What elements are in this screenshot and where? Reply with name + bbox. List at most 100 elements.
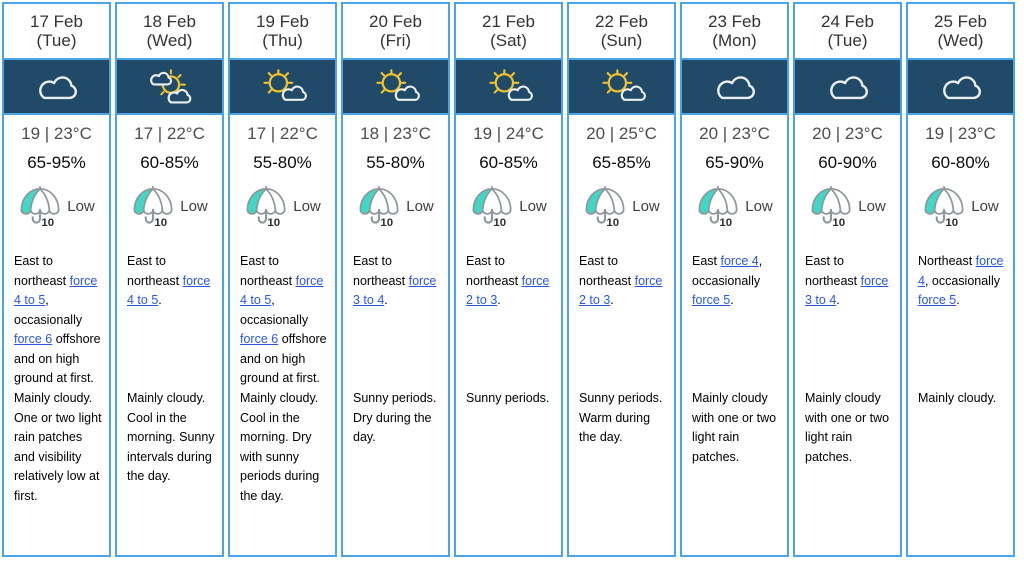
wind-forecast: Northeast force 4, occasionally force 5. xyxy=(918,254,1004,307)
wind-forecast: East to northeast force 3 to 4. xyxy=(353,254,437,308)
rain-probability: 10 Low xyxy=(4,181,109,231)
forecast-text: East to northeast force 3 to 4. Mainly c… xyxy=(795,231,900,473)
wind-force-link[interactable]: force 2 to 3 xyxy=(579,273,663,308)
weather-icon-banner xyxy=(908,58,1013,115)
rain-probability-label: Low xyxy=(632,197,660,215)
date-label: 21 Feb xyxy=(482,12,535,31)
wind-forecast: East to northeast force 4 to 5. xyxy=(127,254,211,308)
forecast-day-card: 18 Feb (Wed) 17 | 22°C 60-85% xyxy=(115,2,224,557)
date-label: 19 Feb xyxy=(256,12,309,31)
date-label: 25 Feb xyxy=(934,12,987,31)
forecast-text: East force 4, occasionally force 5. Main… xyxy=(682,231,787,473)
temperature-range: 20 | 25°C xyxy=(586,124,657,143)
weekday-label: (Fri) xyxy=(379,31,412,50)
umbrella-icon: 10 xyxy=(583,185,627,228)
weekday-label: (Thu) xyxy=(262,31,303,50)
forecast-text: Northeast force 4, occasionally force 5.… xyxy=(908,231,1013,415)
wind-force-link[interactable]: force 5 xyxy=(918,293,957,307)
date-label: 22 Feb xyxy=(595,12,648,31)
forecast-text: East to northeast force 3 to 4. Sunny pe… xyxy=(343,231,448,454)
weather-forecast: Mainly cloudy. Cool in the morning. Dry … xyxy=(240,391,320,503)
date-label: 24 Feb xyxy=(821,12,874,31)
humidity-range: 55-80% xyxy=(366,153,425,172)
date-label: 20 Feb xyxy=(369,12,422,31)
temperature-range: 19 | 24°C xyxy=(473,124,544,143)
forecast-text: East to northeast force 4 to 5, occasion… xyxy=(230,231,335,512)
humidity-range: 60-80% xyxy=(931,153,990,172)
umbrella-icon: 10 xyxy=(357,185,401,228)
weekday-label: (Wed) xyxy=(146,31,193,50)
temperature-range: 19 | 23°C xyxy=(925,124,996,143)
weekday-label: (Tue) xyxy=(36,31,77,50)
forecast-day-card: 23 Feb (Mon) 20 | 23°C 65-90% 10 Low Eas… xyxy=(680,2,789,557)
rain-probability-label: Low xyxy=(519,197,547,215)
humidity-range: 55-80% xyxy=(253,153,312,172)
weekday-label: (Wed) xyxy=(937,31,984,50)
rain-probability-label: Low xyxy=(180,197,208,215)
weather-icon-banner xyxy=(4,58,109,115)
date-header: 22 Feb (Sun) xyxy=(569,4,674,58)
forecast-day-card: 25 Feb (Wed) 19 | 23°C 60-80% 10 Low Nor… xyxy=(906,2,1015,557)
forecast-day-card: 21 Feb (Sat) 19 | 24°C 60-85% 10 xyxy=(454,2,563,557)
rain-probability-label: Low xyxy=(293,197,321,215)
weather-icon-banner xyxy=(456,58,561,115)
rain-probability: 10 Low xyxy=(230,181,335,231)
forecast-day-card: 19 Feb (Thu) 17 | 22°C 55-80% 10 xyxy=(228,2,337,557)
umbrella-icon: 10 xyxy=(809,185,853,228)
weekday-label: (Tue) xyxy=(827,31,868,50)
sunny-periods-icon xyxy=(482,68,536,106)
wind-force-link[interactable]: force 4 to 5 xyxy=(240,273,324,308)
rain-probability-label: Low xyxy=(406,197,434,215)
date-header: 21 Feb (Sat) xyxy=(456,4,561,58)
weather-icon-banner xyxy=(343,58,448,115)
sunny-intervals-icon xyxy=(143,67,197,106)
humidity-range: 60-90% xyxy=(818,153,877,172)
wind-forecast: East to northeast force 4 to 5, occasion… xyxy=(240,254,327,385)
date-header: 25 Feb (Wed) xyxy=(908,4,1013,58)
humidity-range: 60-85% xyxy=(140,153,199,172)
wind-force-link[interactable]: force 4 to 5 xyxy=(127,273,211,308)
wind-force-link[interactable]: force 5 xyxy=(692,293,731,307)
forecast-day-card: 24 Feb (Tue) 20 | 23°C 60-90% 10 Low Eas… xyxy=(793,2,902,557)
wind-forecast: East to northeast force 2 to 3. xyxy=(466,254,550,308)
humidity-range: 65-90% xyxy=(705,153,764,172)
wind-force-link[interactable]: force 6 xyxy=(240,332,279,346)
date-header: 23 Feb (Mon) xyxy=(682,4,787,58)
svg-text:10: 10 xyxy=(268,217,281,228)
wind-force-link[interactable]: force 3 to 4 xyxy=(353,273,437,308)
umbrella-icon: 10 xyxy=(922,185,966,228)
svg-text:10: 10 xyxy=(607,217,620,228)
cloudy-icon xyxy=(938,71,984,102)
forecast-text: East to northeast force 2 to 3. Sunny pe… xyxy=(569,231,674,454)
wind-force-link[interactable]: force 4 xyxy=(720,254,759,268)
svg-text:10: 10 xyxy=(833,217,846,228)
weather-icon-banner xyxy=(569,58,674,115)
date-header: 24 Feb (Tue) xyxy=(795,4,900,58)
date-label: 23 Feb xyxy=(708,12,761,31)
sunny-periods-icon xyxy=(256,68,310,106)
forecast-day-card: 20 Feb (Fri) 18 | 23°C 55-80% 10 xyxy=(341,2,450,557)
weather-forecast: Mainly cloudy. One or two light rain pat… xyxy=(14,391,102,503)
forecast-text: East to northeast force 4 to 5, occasion… xyxy=(4,231,109,512)
forecast-day-card: 22 Feb (Sun) 20 | 25°C 65-85% 10 xyxy=(567,2,676,557)
rain-probability-label: Low xyxy=(971,197,999,215)
date-label: 18 Feb xyxy=(143,12,196,31)
sunny-periods-icon xyxy=(369,68,423,106)
rain-probability: 10 Low xyxy=(682,181,787,231)
umbrella-icon: 10 xyxy=(18,185,62,228)
rain-probability: 10 Low xyxy=(456,181,561,231)
rain-probability: 10 Low xyxy=(569,181,674,231)
wind-force-link[interactable]: force 4 xyxy=(918,254,1004,288)
weather-icon-banner xyxy=(795,58,900,115)
svg-text:10: 10 xyxy=(42,217,55,228)
wind-force-link[interactable]: force 6 xyxy=(14,332,53,346)
wind-force-link[interactable]: force 3 to 4 xyxy=(805,273,889,308)
wind-force-link[interactable]: force 2 to 3 xyxy=(466,273,550,308)
wind-forecast: East to northeast force 3 to 4. xyxy=(805,254,889,308)
wind-force-link[interactable]: force 4 to 5 xyxy=(14,273,98,308)
forecast-text: East to northeast force 2 to 3. Sunny pe… xyxy=(456,231,561,415)
date-header: 17 Feb (Tue) xyxy=(4,4,109,58)
date-header: 20 Feb (Fri) xyxy=(343,4,448,58)
svg-text:10: 10 xyxy=(155,217,168,228)
weather-forecast: Mainly cloudy with one or two light rain… xyxy=(805,391,890,464)
